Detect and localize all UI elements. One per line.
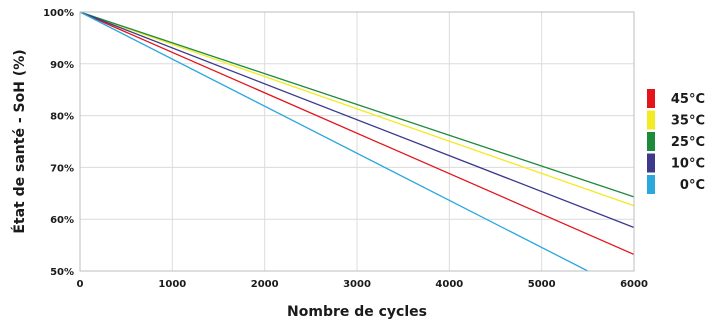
y-tick-labels: 50% 60% 70% 80% 90% 100% — [43, 8, 74, 278]
legend-label: 45°C — [671, 92, 705, 107]
x-tick-label: 6000 — [620, 279, 648, 290]
y-tick-label: 60% — [50, 215, 74, 226]
x-axis-title: Nombre de cycles — [287, 304, 427, 320]
legend-swatch — [647, 175, 655, 194]
series-line — [79, 11, 635, 229]
x-tick-label: 0 — [77, 279, 84, 290]
series-lines — [79, 11, 635, 272]
legend-label: 35°C — [671, 114, 705, 129]
legend-label: 25°C — [671, 135, 705, 150]
series-line — [79, 11, 589, 272]
grid — [79, 11, 635, 272]
x-tick-label: 2000 — [251, 279, 279, 290]
legend-swatch — [647, 89, 655, 108]
plot-frame — [79, 11, 635, 272]
legend-label: 10°C — [671, 157, 705, 172]
y-tick-label: 50% — [50, 267, 74, 278]
legend-swatch — [647, 110, 655, 130]
y-tick-label: 80% — [50, 112, 74, 123]
y-tick-label: 70% — [50, 163, 74, 174]
y-tick-label: 90% — [50, 60, 74, 71]
y-axis-title: État de santé - SoH (%) — [11, 49, 28, 233]
x-tick-label: 1000 — [158, 279, 186, 290]
series-line — [79, 11, 635, 198]
series-line — [79, 11, 635, 207]
legend: 45°C 35°C 25°C 10°C 0°C — [647, 89, 705, 194]
series-line — [79, 11, 635, 256]
legend-label: 0°C — [680, 178, 705, 193]
x-tick-label: 5000 — [528, 279, 556, 290]
x-tick-label: 3000 — [343, 279, 371, 290]
x-tick-label: 4000 — [435, 279, 463, 290]
x-tick-labels: 0 1000 2000 3000 4000 5000 6000 — [77, 279, 648, 290]
legend-swatch — [647, 132, 655, 151]
y-tick-label: 100% — [43, 8, 74, 19]
legend-swatch — [647, 153, 655, 173]
